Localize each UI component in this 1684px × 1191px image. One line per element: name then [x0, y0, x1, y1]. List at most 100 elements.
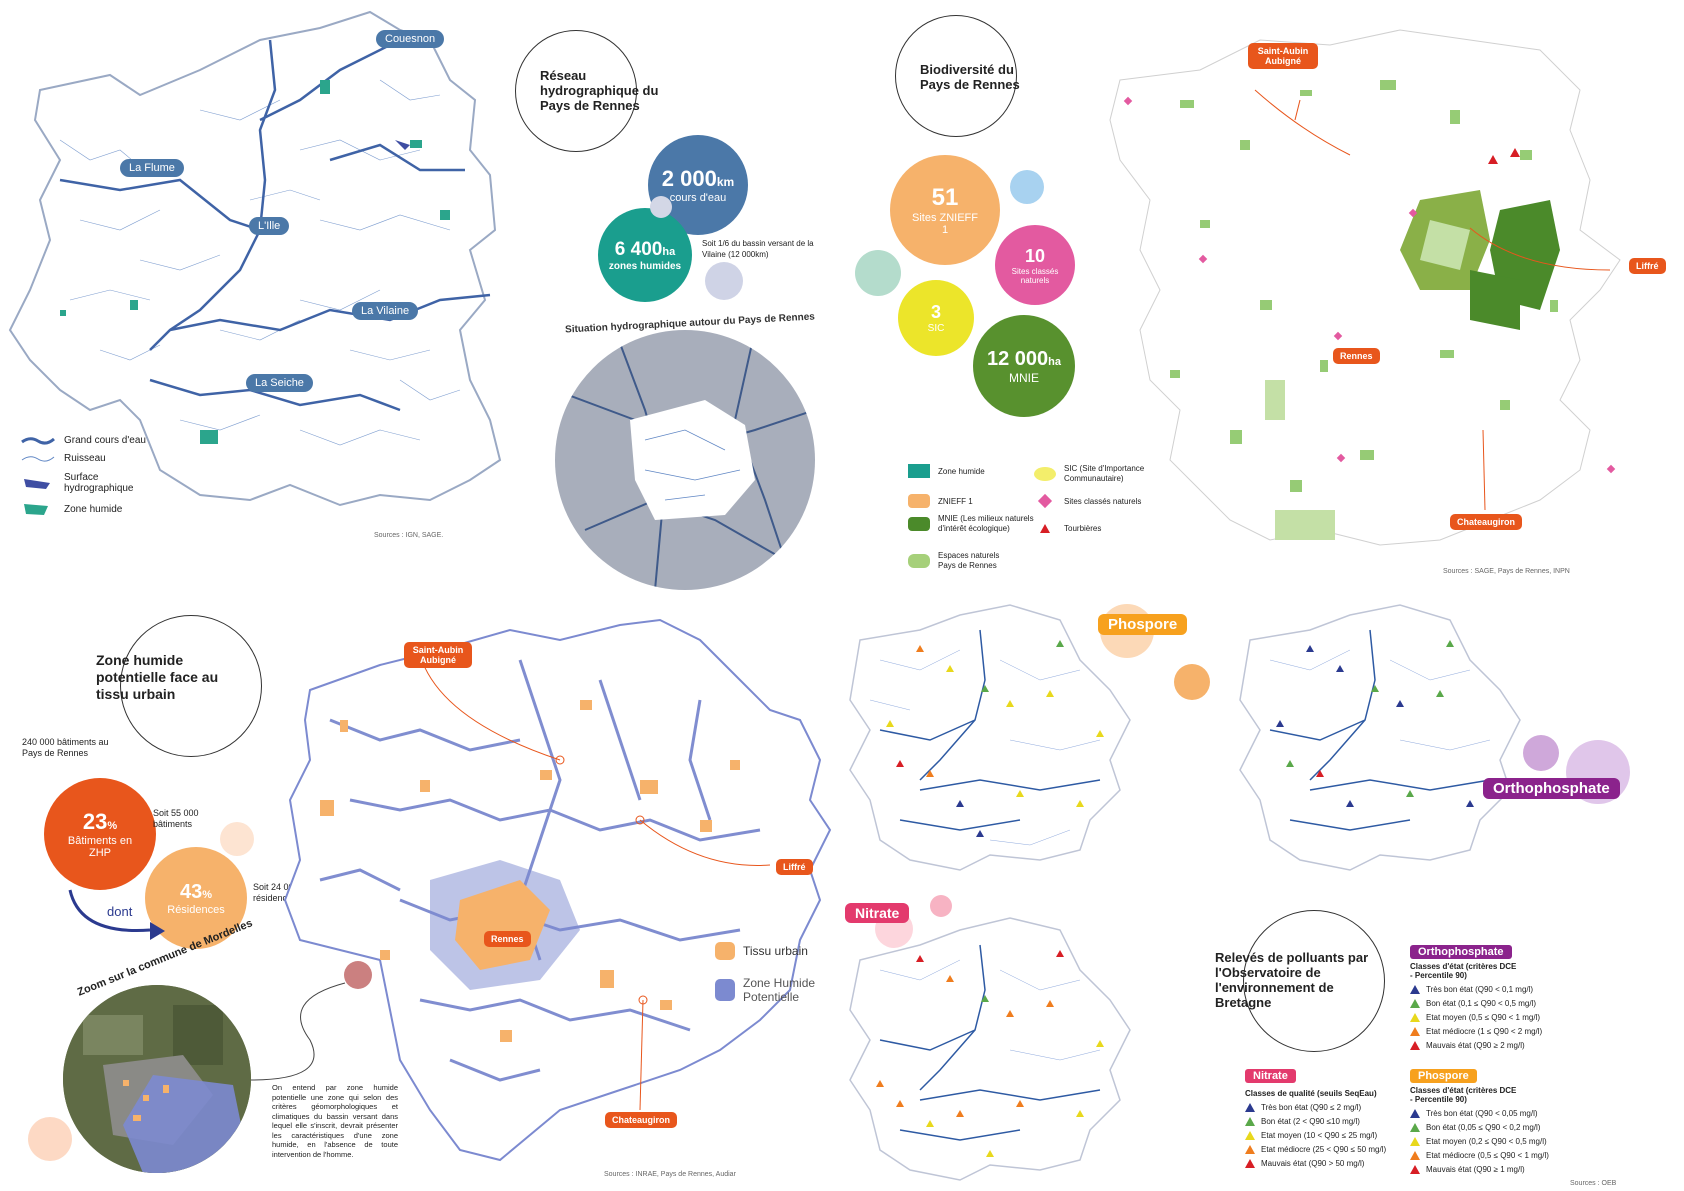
quality-triangle-icon	[1245, 1103, 1255, 1112]
quality-row: Bon état (0,1 ≤ Q90 < 0,5 mg/l)	[1410, 999, 1570, 1008]
quality-label: Bon état (2 < Q90 ≤10 mg/l)	[1261, 1117, 1360, 1126]
km-label: cours d'eau	[669, 192, 727, 204]
tourbiere-icon	[1040, 524, 1050, 533]
quality-row: Très bon état (Q90 ≤ 2 mg/l)	[1245, 1103, 1405, 1112]
zhp-place-rennes: Rennes	[484, 931, 531, 947]
zhp-title: Zone humide potentielle face au tissu ur…	[96, 652, 219, 702]
hydro-title: Réseau hydrographique du Pays de Rennes	[540, 68, 659, 113]
bio-legend-znieff: ZNIEFF 1	[908, 494, 973, 508]
legend-sub: Classes d'état (critères DCE - Percentil…	[1410, 962, 1517, 980]
sites-label: Sites classés naturels	[1011, 266, 1059, 285]
sic-value: 3	[930, 302, 941, 322]
bio-title-ring	[895, 15, 1017, 137]
nitrate-badge: Nitrate	[845, 903, 910, 923]
zhp-source: Sources : INRAE, Pays de Rennes, Audiar	[604, 1171, 736, 1178]
legend-heading: Nitrate	[1245, 1069, 1296, 1083]
hydro-stat-note: Soit 1/6 du bassin versant de la Vilaine…	[702, 239, 814, 259]
dont-label: dont	[107, 904, 133, 919]
quality-row: Etat moyen (10 < Q90 ≤ 25 mg/l)	[1245, 1131, 1405, 1140]
legend-sub: Classes d'état (critères DCE - Percentil…	[1410, 1086, 1517, 1104]
legend-label: Zone Humide Potentielle	[743, 976, 816, 1004]
pct2-note: Soit 24 000 résidences	[253, 882, 299, 903]
nitrate-rows: Très bon état (Q90 ≤ 2 mg/l) Bon état (2 …	[1245, 1103, 1405, 1168]
zhp-definition: On entend par zone humide potentielle un…	[272, 1083, 398, 1159]
quality-triangle-icon	[1410, 1013, 1420, 1022]
zhp-place-saint-aubin: Saint-Aubin Aubigné	[404, 642, 472, 668]
pct2-value: 43	[179, 880, 203, 903]
quality-triangle-icon	[1410, 1123, 1420, 1132]
quality-label: Etat moyen (0,2 ≤ Q90 < 0,5 mg/l)	[1426, 1137, 1547, 1146]
zoom-map	[63, 985, 251, 1173]
zhp-place-chateaugiron: Chateaugiron	[605, 1112, 678, 1128]
legend-ruisseau: Ruisseau	[20, 452, 106, 464]
legend-label: SIC (Site d'Importance Communautaire)	[1064, 464, 1145, 483]
ortho-badge: Orthophosphate	[1483, 778, 1620, 799]
quality-label: Bon état (0,05 ≤ Q90 < 0,2 mg/l)	[1426, 1123, 1541, 1132]
phospore-badge: Phospore	[1098, 614, 1188, 635]
mnie-value: 12 000	[986, 347, 1049, 370]
quality-row: Etat moyen (0,2 ≤ Q90 < 0,5 mg/l)	[1410, 1137, 1570, 1146]
quality-triangle-icon	[1410, 1165, 1420, 1174]
quality-triangle-icon	[1410, 985, 1420, 994]
quality-label: Etat moyen (0,5 ≤ Q90 < 1 mg/l)	[1426, 1013, 1540, 1022]
mnie-label: MNIE	[1009, 370, 1039, 385]
znieff-circle: 51 Sites ZNIEFF 1	[890, 155, 1000, 265]
quality-label: Très bon état (Q90 < 0,1 mg/l)	[1426, 985, 1534, 994]
bio-place-rennes: Rennes	[1333, 348, 1380, 364]
river-label-seiche: La Seiche	[246, 374, 313, 392]
hydro-source: Sources : IGN, SAGE.	[374, 532, 444, 539]
bio-title: Biodiversité du Pays de Rennes	[920, 62, 1020, 92]
quality-row: Etat médiocre (1 ≤ Q90 < 2 mg/l)	[1410, 1027, 1570, 1036]
bio-legend-sic: SIC (Site d'Importance Communautaire)	[1034, 464, 1164, 484]
zhp-swatch	[715, 979, 735, 1001]
stream-line-icon	[21, 456, 55, 462]
phospore-legend: Phospore Classes d'état (critères DCE - …	[1410, 1066, 1570, 1179]
mnie-unit: ha	[1048, 355, 1061, 368]
zhp-legend-zhp: Zone Humide Potentielle	[715, 976, 833, 1004]
legend-label: Tourbières	[1064, 524, 1102, 533]
espaces-swatch	[908, 554, 930, 568]
river-line-icon	[21, 437, 55, 445]
ha-value: 6 400	[614, 238, 663, 260]
pct-unit: %	[202, 888, 213, 901]
bio-place-chateaugiron: Chateaugiron	[1450, 514, 1523, 530]
poll-title: Relevés de polluants par l'Observatoire …	[1215, 950, 1369, 1010]
phospore-rows: Très bon état (Q90 < 0,05 mg/l) Bon état …	[1410, 1109, 1570, 1174]
river-label-flume: La Flume	[120, 159, 184, 177]
quality-row: Mauvais état (Q90 ≥ 1 mg/l)	[1410, 1165, 1570, 1174]
legend-label: ZNIEFF 1	[938, 496, 973, 506]
legend-label: Espaces naturels Pays de Rennes	[938, 551, 1000, 570]
quality-row: Mauvais état (Q90 ≥ 2 mg/l)	[1410, 1041, 1570, 1050]
quality-row: Bon état (2 < Q90 ≤10 mg/l)	[1245, 1117, 1405, 1126]
deco-circle	[1010, 170, 1044, 204]
bio-legend-zh: Zone humide	[908, 464, 985, 478]
ha-label: zones humides	[608, 260, 682, 272]
legend-label: Tissu urbain	[743, 944, 808, 958]
quality-row: Mauvais état (Q90 > 50 mg/l)	[1245, 1159, 1405, 1168]
sic-circle: 3 SIC	[898, 280, 974, 356]
quality-row: Etat médiocre (25 < Q90 ≤ 50 mg/l)	[1245, 1145, 1405, 1154]
quality-row: Très bon état (Q90 < 0,05 mg/l)	[1410, 1109, 1570, 1118]
deco-circle	[1174, 664, 1210, 700]
legend-sub: Classes de qualité (seuils SeqEau)	[1245, 1089, 1377, 1098]
ortho-legend: Orthophosphate Classes d'état (critères …	[1410, 942, 1570, 1055]
quality-triangle-icon	[1245, 1145, 1255, 1154]
bio-legend-tourbieres: Tourbières	[1034, 524, 1101, 533]
legend-label: Grand cours d'eau	[64, 434, 146, 446]
deco-circle	[855, 250, 901, 296]
bio-place-saint-aubin: Saint-Aubin Aubigné	[1248, 43, 1318, 69]
quality-triangle-icon	[1410, 1041, 1420, 1050]
pct1-note: Soit 55 000 bâtiments	[153, 808, 199, 829]
sites-value: 10	[1024, 245, 1046, 266]
znieff-swatch	[908, 494, 930, 508]
ortho-map	[1239, 604, 1521, 871]
pct1-circle: 23% Bâtiments en ZHP	[44, 778, 156, 890]
legend-heading: Phospore	[1410, 1069, 1477, 1083]
quality-triangle-icon	[1410, 999, 1420, 1008]
quality-label: Très bon état (Q90 < 0,05 mg/l)	[1426, 1109, 1538, 1118]
quality-triangle-icon	[1245, 1131, 1255, 1140]
